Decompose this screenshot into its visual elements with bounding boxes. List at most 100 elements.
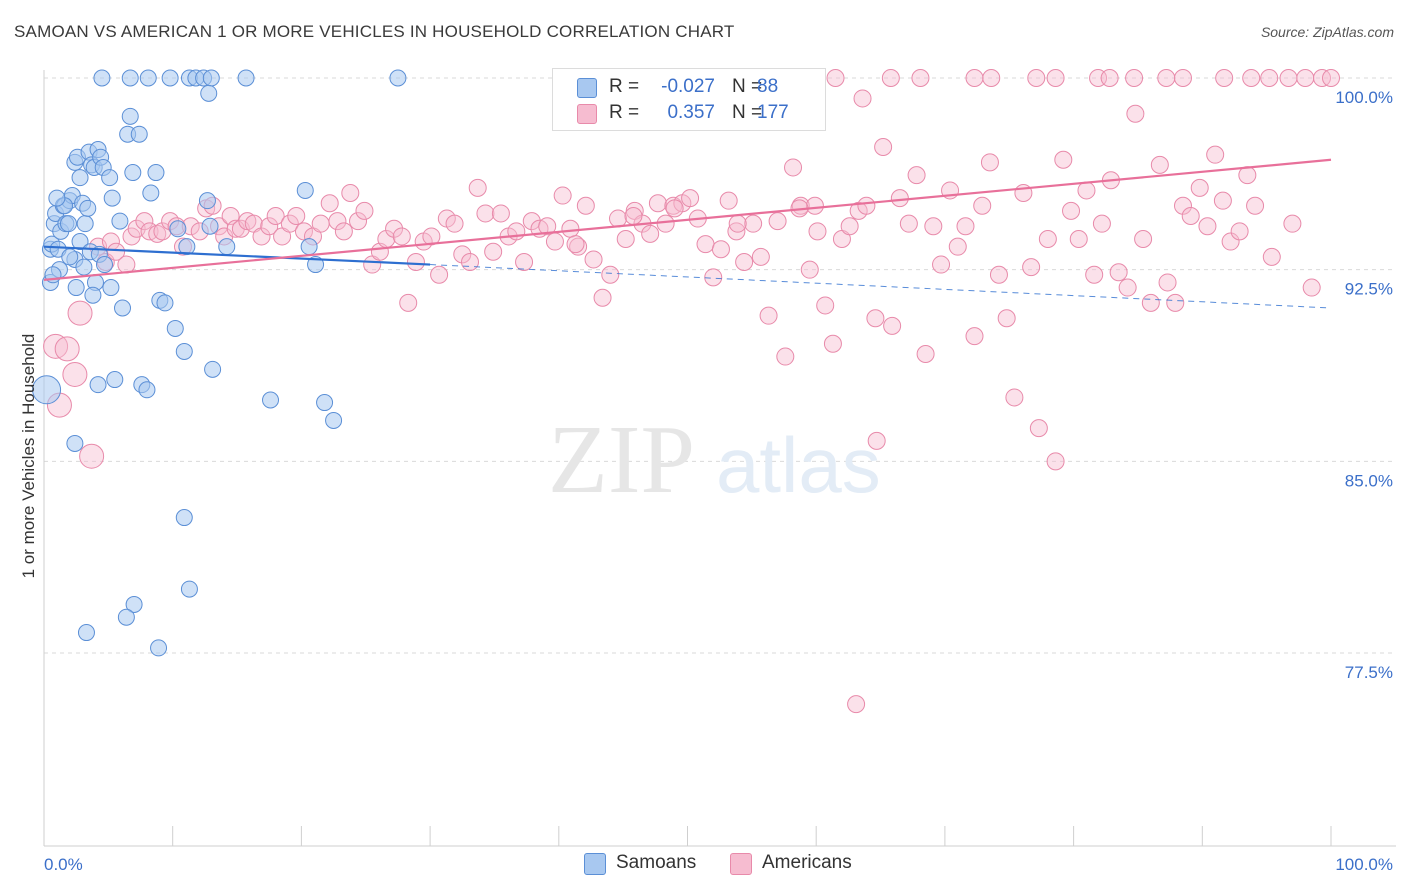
american-point [1260,69,1279,87]
american-point [609,209,628,228]
samoan-point [139,69,157,87]
samoans-swatch [577,78,597,98]
american-point [973,196,992,215]
chart-title: SAMOAN VS AMERICAN 1 OR MORE VEHICLES IN… [14,22,735,41]
american-point [1206,145,1225,164]
american-point [422,227,441,246]
american-point [874,138,893,156]
american-point [538,217,557,236]
y-tick-label: 77.5% [1345,663,1393,682]
american-point [1296,69,1315,87]
grid-lines [44,77,1396,654]
american-point [1150,155,1169,174]
samoan-point [95,256,113,274]
american-point [62,361,88,387]
american-point [460,253,479,271]
legend-n-label: N = [732,76,763,97]
american-point [890,189,909,208]
american-point [656,214,675,233]
american-point [406,253,425,271]
samoan-point [175,342,193,360]
american-point [847,695,866,714]
samoans-label: Samoans [616,852,697,873]
american-point [252,227,271,246]
american-point [956,217,975,236]
american-point [385,219,404,238]
samoan-point [142,184,160,202]
american-point [881,69,900,87]
samoan-point [156,294,174,312]
american-point [1125,69,1144,87]
american-point [1215,69,1234,87]
american-point [341,184,360,202]
american-point [1246,196,1265,215]
american-point [445,214,464,233]
samoan-point [389,69,407,87]
watermark: ZIP atlas [548,406,881,514]
american-point [355,201,374,220]
samoan-point [76,215,94,233]
american-point [553,186,572,205]
american-point [1158,273,1177,292]
american-point [1221,232,1240,251]
american-point [1054,150,1073,169]
american-point [751,247,770,266]
samoan-point [114,299,132,317]
american-point [899,214,918,233]
american-point [67,300,93,326]
samoan-point [48,189,66,207]
american-point [1046,452,1065,471]
samoan-point [121,107,139,125]
american-point [484,242,503,261]
american-point [665,199,684,218]
american-point [1077,181,1096,200]
american-point [1302,278,1321,297]
samoan-point [161,69,179,87]
american-point [1022,258,1041,277]
correlation-legend: R = -0.027 N = 88 R = 0.357 N = 177 [552,68,826,131]
american-point [135,212,154,231]
samoan-point [198,192,216,210]
american-point [1092,214,1111,233]
samoans-swatch [584,853,606,875]
samoan-point [175,509,193,527]
samoan-point [77,624,95,642]
american-point [1279,69,1298,87]
american-point [784,158,803,177]
watermark-zip: ZIP [548,406,695,514]
samoan-point [102,279,120,297]
american-point [704,268,723,287]
samoans-trend-extension [430,264,1332,309]
american-point [1322,69,1340,87]
american-point [561,219,580,238]
american-point [430,265,449,284]
american-point [1118,278,1137,297]
american-point [1100,69,1119,87]
american-point [1242,69,1261,87]
american-point [1173,69,1192,87]
american-point [320,194,339,213]
legend-n-value: 88 [757,76,779,97]
samoan-point [150,639,168,657]
samoan-point [237,69,255,87]
american-point [776,347,795,366]
samoans-trend-line [43,245,431,266]
legend-r-value: -0.027 [661,76,715,97]
samoan-point [121,69,139,87]
american-point [883,316,902,335]
american-point [980,153,999,172]
american-point [1283,214,1302,233]
american-point [576,196,595,215]
american-point [1173,196,1192,215]
americans-label: Americans [762,852,852,873]
american-point [616,230,635,248]
american-point [728,214,747,233]
samoan-point [307,256,325,274]
samoan-point [169,220,187,238]
american-point [1069,230,1088,248]
american-point [948,237,967,256]
samoan-point [84,286,102,304]
american-point [491,204,510,223]
american-point [280,214,299,233]
american-point [1190,178,1209,197]
